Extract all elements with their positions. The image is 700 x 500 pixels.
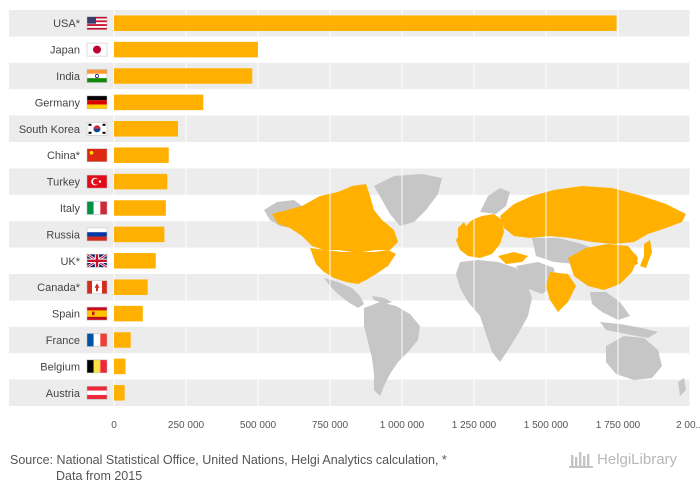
source-note: Source: National Statistical Office, Uni… [10, 452, 530, 484]
x-tick-label: 2 00... [676, 420, 700, 431]
spain-flag-icon [86, 306, 108, 321]
map-canada [272, 184, 398, 252]
x-tick-label: 1 750 000 [596, 420, 641, 431]
bar [114, 226, 165, 243]
map-mexico [324, 278, 364, 308]
bar [114, 15, 617, 31]
row-stripe [9, 115, 690, 142]
brand-name: HelgiLibrary [597, 450, 678, 468]
category-label: China* [47, 150, 81, 162]
x-tick-label: 1 500 000 [524, 420, 569, 431]
map-europe [456, 214, 504, 258]
italy-flag-icon [86, 201, 108, 215]
bar [114, 41, 258, 58]
brand-logo: HelgiLibrary [568, 447, 693, 471]
flag-icons [86, 16, 108, 400]
bar-chart: 0 250 000 500 000 750 000 1 000 000 1 250 000… [9, 10, 700, 431]
category-label: Canada* [37, 282, 81, 294]
uk-flag-icon [86, 253, 108, 269]
library-icon [569, 452, 593, 468]
bar [114, 385, 125, 401]
canada-flag-icon [86, 280, 108, 294]
x-tick-label: 1 000 000 [380, 420, 425, 431]
bar [114, 332, 131, 348]
category-label: Germany [35, 97, 81, 109]
map-scandinavia [480, 188, 510, 214]
category-label: Japan [50, 45, 80, 57]
y-axis: USA* Japan India Germany South Korea China* Tu… [19, 18, 81, 400]
map-australia [606, 336, 662, 380]
x-tick-label: 500 000 [240, 420, 277, 431]
map-greenland [374, 174, 442, 226]
x-tick-label: 0 [111, 420, 117, 431]
map-caribbean [372, 296, 392, 304]
turkey-flag-icon [86, 174, 108, 189]
india-flag-icon [86, 69, 108, 83]
russia-flag-icon [86, 227, 108, 242]
bar [114, 279, 148, 295]
austria-flag-icon [86, 386, 108, 400]
map-korea [630, 254, 638, 266]
usa-flag-icon [86, 16, 108, 30]
belgium-flag-icon [86, 359, 108, 374]
map-uk [458, 222, 468, 238]
map-usa [310, 248, 396, 284]
bar-series [114, 15, 617, 401]
bar [114, 200, 166, 216]
x-tick-label: 750 000 [312, 420, 349, 431]
map-turkey [498, 252, 528, 264]
x-tick-label: 250 000 [168, 420, 205, 431]
bar [114, 305, 143, 322]
germany-flag-icon [86, 95, 108, 110]
china-flag-icon [86, 148, 108, 162]
category-label: India [56, 71, 81, 83]
map-japan [640, 240, 652, 268]
bar [114, 147, 169, 163]
map-china [568, 244, 638, 290]
category-label: Turkey [47, 177, 81, 189]
x-axis: 0 250 000 500 000 750 000 1 000 000 1 250 000… [111, 420, 700, 431]
x-tick-label: 1 250 000 [452, 420, 497, 431]
category-label: UK* [60, 256, 80, 268]
category-label: Spain [52, 309, 80, 321]
category-label: USA* [53, 18, 81, 30]
south-korea-flag-icon [86, 122, 108, 136]
map-southeast-asia [590, 292, 630, 320]
bar [114, 68, 253, 84]
france-flag-icon [86, 333, 108, 347]
category-label: Belgium [40, 361, 80, 373]
bar [114, 253, 156, 269]
japan-flag-icon [86, 42, 108, 57]
bar [114, 94, 204, 111]
bar [114, 173, 168, 190]
category-label: Russia [46, 229, 81, 241]
row-stripe [9, 62, 690, 90]
source-line-1: Source: National Statistical Office, Uni… [10, 453, 447, 467]
category-label: Italy [60, 203, 81, 215]
map-south-america [364, 302, 420, 396]
map-indonesia [600, 322, 658, 338]
row-stripe [9, 379, 690, 406]
bar [114, 358, 126, 375]
bar [114, 121, 178, 137]
map-new-zealand [678, 378, 686, 396]
category-label: France [46, 335, 80, 347]
category-label: South Korea [19, 124, 81, 136]
source-line-2: Data from 2015 [56, 469, 143, 483]
map-africa [456, 260, 532, 362]
map-india [546, 272, 576, 312]
row-stripe [9, 326, 690, 354]
category-label: Austria [46, 388, 81, 400]
